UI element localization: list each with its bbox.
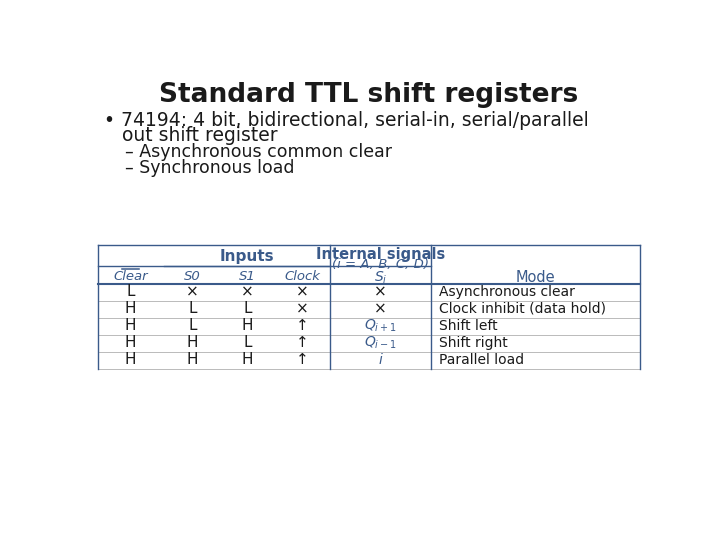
Text: $i$: $i$	[378, 352, 384, 367]
Text: H: H	[125, 352, 136, 367]
Text: ↑: ↑	[296, 335, 308, 350]
Text: H: H	[125, 318, 136, 333]
Text: H: H	[187, 352, 199, 367]
Text: L: L	[189, 301, 197, 316]
Text: Clear: Clear	[113, 269, 148, 282]
Text: – Synchronous load: – Synchronous load	[125, 159, 294, 177]
Text: $Q_{i-1}$: $Q_{i-1}$	[364, 335, 397, 351]
Text: ↑: ↑	[296, 352, 308, 367]
Text: Inputs: Inputs	[220, 249, 274, 264]
Text: $Q_{i+1}$: $Q_{i+1}$	[364, 318, 397, 334]
Text: ×: ×	[374, 301, 387, 316]
Text: Shift right: Shift right	[438, 336, 508, 350]
Text: S1: S1	[239, 269, 256, 282]
Text: ×: ×	[296, 285, 308, 300]
Text: ↑: ↑	[296, 318, 308, 333]
Text: out shift register: out shift register	[104, 126, 278, 145]
Text: $S_i$: $S_i$	[374, 269, 387, 286]
Text: (i = A, B, C, D): (i = A, B, C, D)	[332, 258, 429, 271]
Text: Shift left: Shift left	[438, 319, 498, 333]
Text: ×: ×	[241, 285, 254, 300]
Text: L: L	[243, 301, 252, 316]
Text: H: H	[125, 335, 136, 350]
Text: Parallel load: Parallel load	[438, 353, 524, 367]
Text: ×: ×	[186, 285, 199, 300]
Text: – Asynchronous common clear: – Asynchronous common clear	[125, 143, 392, 161]
Text: L: L	[127, 285, 135, 300]
Text: ×: ×	[374, 285, 387, 300]
Text: Internal signals: Internal signals	[316, 247, 445, 262]
Text: Standard TTL shift registers: Standard TTL shift registers	[159, 82, 579, 108]
Text: Clock: Clock	[284, 269, 320, 282]
Text: L: L	[189, 318, 197, 333]
Text: Clock inhibit (data hold): Clock inhibit (data hold)	[438, 302, 606, 316]
Text: H: H	[242, 318, 253, 333]
Text: S0: S0	[184, 269, 201, 282]
Text: H: H	[125, 301, 136, 316]
Text: ×: ×	[296, 301, 308, 316]
Text: H: H	[242, 352, 253, 367]
Text: • 74194: 4 bit, bidirectional, serial-in, serial/parallel: • 74194: 4 bit, bidirectional, serial-in…	[104, 111, 589, 130]
Text: Mode: Mode	[516, 271, 555, 285]
Text: Asynchronous clear: Asynchronous clear	[438, 285, 575, 299]
Text: L: L	[243, 335, 252, 350]
Text: H: H	[187, 335, 199, 350]
